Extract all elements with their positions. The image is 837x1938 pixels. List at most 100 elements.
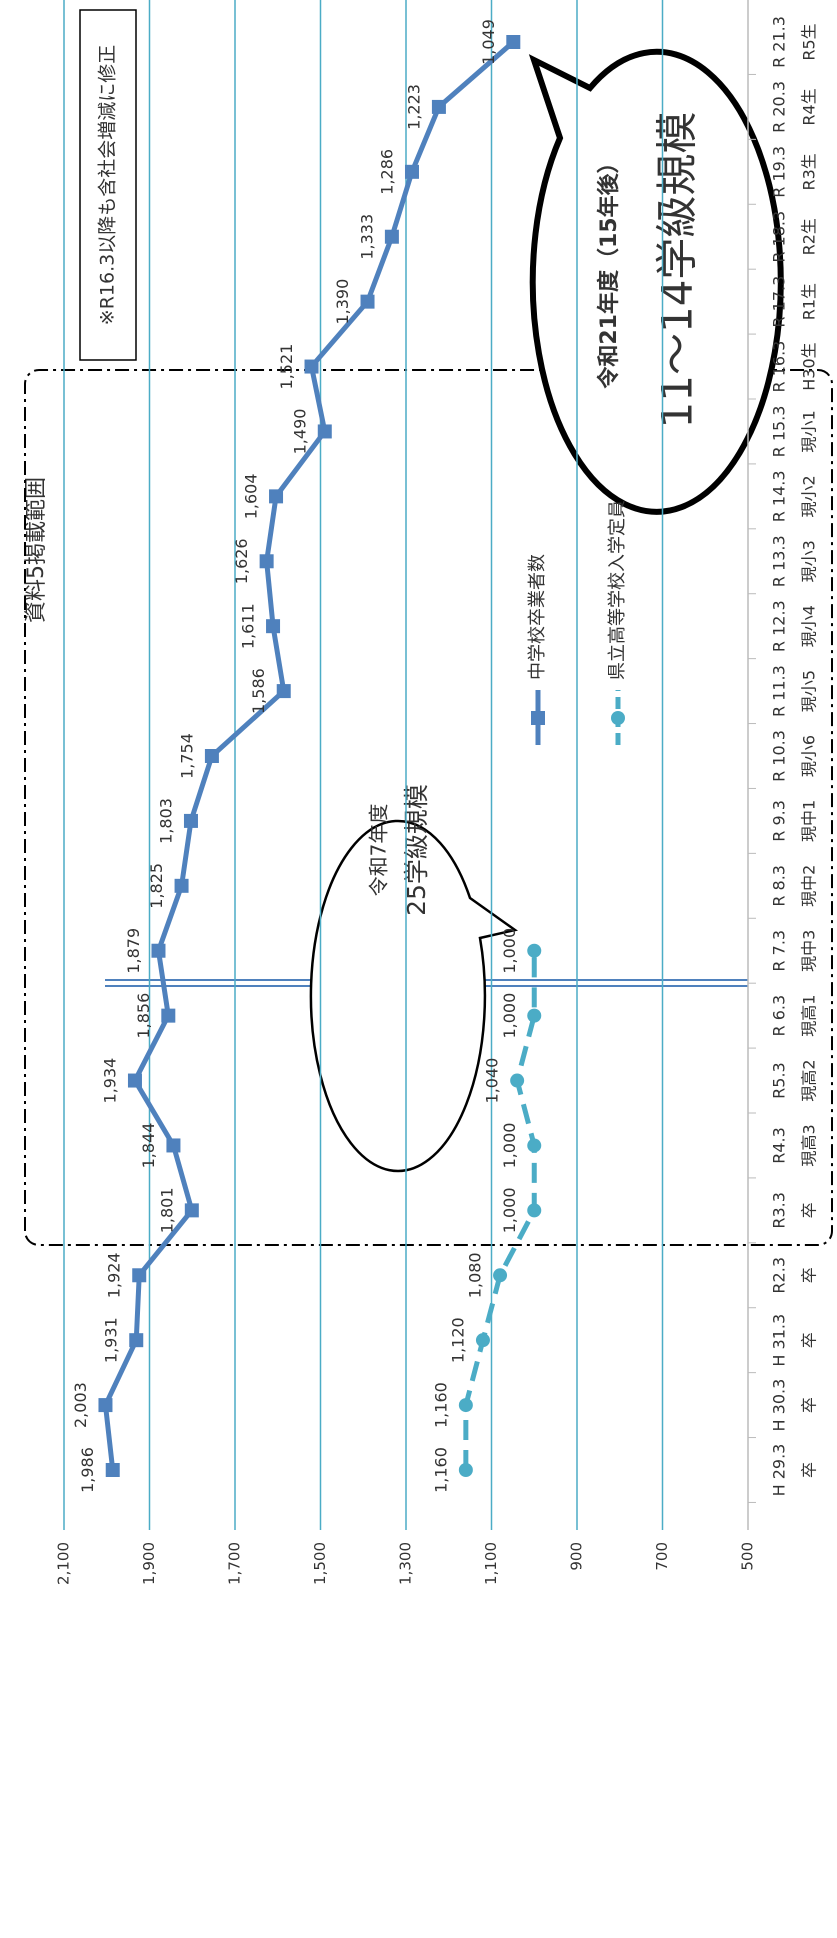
x-tick-label: 現小6 <box>800 735 819 777</box>
series-line <box>102 40 515 1471</box>
data-label: 1,049 <box>479 19 498 65</box>
x-tick-label: R 9.3 <box>770 800 789 842</box>
data-label: 1,223 <box>404 84 423 130</box>
data-label: 1,333 <box>357 214 376 260</box>
y-tick-label: 1,700 <box>226 1542 244 1585</box>
point <box>431 99 446 114</box>
point <box>527 1203 542 1218</box>
y-tick-label: 1,300 <box>397 1542 415 1585</box>
range-box <box>24 369 833 1246</box>
x-tick-label: R5生 <box>800 23 819 60</box>
data-label: 1,844 <box>139 1123 158 1169</box>
legend-marker <box>611 711 625 725</box>
x-tick-label: 現小4 <box>800 605 819 647</box>
point <box>183 813 198 828</box>
point <box>174 878 189 893</box>
data-label: 1,000 <box>500 1187 519 1233</box>
x-tick-label: 現高1 <box>800 995 819 1037</box>
x-tick-label: 卒 <box>800 1267 819 1283</box>
y-tick-label: 1,100 <box>482 1542 500 1585</box>
x-tick-label: R4.3 <box>770 1127 789 1164</box>
data-label: 2,003 <box>71 1382 90 1428</box>
data-label: 1,000 <box>500 1123 519 1169</box>
data-label: 1,000 <box>500 993 519 1039</box>
y-tick-label: 1,500 <box>311 1542 329 1585</box>
x-tick-label: H 31.3 <box>770 1314 789 1367</box>
point <box>527 1138 542 1153</box>
x-tick-label: R 21.3 <box>770 16 789 68</box>
x-tick-label: 卒 <box>800 1332 819 1348</box>
bubble <box>528 48 784 515</box>
data-label: 1,825 <box>147 863 166 909</box>
point <box>259 554 274 569</box>
data-label: 1,390 <box>333 279 352 325</box>
x-tick-label: R1生 <box>800 283 819 320</box>
data-label: 1,626 <box>232 538 251 584</box>
x-tick-label: 現中1 <box>800 800 819 842</box>
point <box>269 489 284 504</box>
x-tick-label: R4生 <box>800 88 819 125</box>
data-label: 1,986 <box>78 1447 97 1493</box>
y-tick-label: 2,100 <box>55 1542 73 1585</box>
x-tick-label: 卒 <box>800 1202 819 1218</box>
x-tick-label: R 7.3 <box>770 930 789 972</box>
data-label: 1,754 <box>177 733 196 779</box>
data-label: 1,000 <box>500 928 519 974</box>
x-tick-label: 現高3 <box>800 1124 819 1166</box>
x-tick-label: 現中3 <box>800 930 819 972</box>
data-label: 1,801 <box>157 1187 176 1233</box>
point <box>317 424 332 439</box>
point <box>384 229 399 244</box>
x-tick-label: R 19.3 <box>770 146 789 198</box>
x-tick-label: R 16.3 <box>770 341 789 393</box>
x-tick-label: R 20.3 <box>770 81 789 133</box>
data-label: 1,521 <box>277 344 296 390</box>
x-tick-label: R5.3 <box>770 1062 789 1099</box>
x-tick-label: R3.3 <box>770 1192 789 1229</box>
chart-title: 資料5掲載範囲 <box>24 477 49 623</box>
x-tick-label: 現中2 <box>800 865 819 907</box>
data-label: 1,803 <box>156 798 175 844</box>
x-tick-label: H 30.3 <box>770 1379 789 1432</box>
x-tick-label: H30生 <box>800 342 819 390</box>
x-tick-label: 現高2 <box>800 1059 819 1101</box>
x-tick-label: 現小3 <box>800 540 819 582</box>
point <box>404 164 419 179</box>
data-label: 1,611 <box>239 603 258 649</box>
point <box>475 1333 490 1348</box>
data-label: 1,286 <box>377 149 396 195</box>
data-label: 1,934 <box>100 1058 119 1104</box>
x-tick-label: R3生 <box>800 153 819 190</box>
point <box>204 749 219 763</box>
x-tick-label: R 12.3 <box>770 600 789 652</box>
point <box>360 294 375 309</box>
data-label: 1,879 <box>124 928 143 974</box>
x-tick-label: R 14.3 <box>770 470 789 522</box>
x-tick-label: R2.3 <box>770 1257 789 1294</box>
point <box>276 684 291 699</box>
rotated-chart: 資料5掲載範囲 ※R16.3以降も含社会増減に修正 令和7年度 25学級規模 令… <box>24 0 833 1585</box>
x-tick-label: R 6.3 <box>770 995 789 1037</box>
data-label: 1,160 <box>431 1382 450 1428</box>
x-tick-label: R 17.3 <box>770 276 789 328</box>
data-label: 1,120 <box>448 1317 467 1363</box>
y-tick-label: 500 <box>739 1542 757 1571</box>
point <box>527 943 542 958</box>
point <box>161 1008 176 1023</box>
x-tick-label: R 15.3 <box>770 406 789 458</box>
bubble-text: 令和7年度 <box>367 804 391 897</box>
x-tick-label: R 18.3 <box>770 211 789 263</box>
point <box>98 1398 113 1413</box>
y-tick-label: 700 <box>653 1542 671 1571</box>
x-tick-label: R 10.3 <box>770 730 789 782</box>
x-tick-label: H 29.3 <box>770 1444 789 1497</box>
point <box>266 619 281 634</box>
point <box>304 359 319 374</box>
legend-label: 中学校卒業者数 <box>527 554 548 680</box>
bubble-text: 令和21年度（15年後） <box>596 151 622 388</box>
x-tick-label: 現小2 <box>800 475 819 517</box>
data-label: 1,490 <box>290 409 309 455</box>
legend-marker <box>531 711 545 725</box>
x-tick-label: R2生 <box>800 218 819 255</box>
